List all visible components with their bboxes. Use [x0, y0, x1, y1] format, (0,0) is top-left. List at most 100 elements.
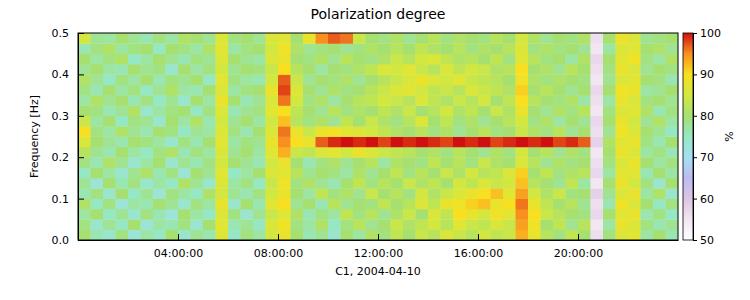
heat-cell — [491, 33, 504, 44]
heat-cell — [228, 74, 241, 85]
heat-cell — [378, 95, 391, 106]
tick-mark — [78, 116, 84, 117]
tick: 12:00:00 — [354, 234, 403, 260]
tick: 100 — [693, 27, 721, 40]
heat-cell — [91, 85, 104, 96]
heat-cell — [241, 54, 254, 65]
heat-cell — [103, 219, 116, 230]
heat-cell — [503, 116, 516, 127]
heat-cell — [428, 126, 441, 137]
heat-cell — [241, 147, 254, 158]
heat-cell — [328, 116, 341, 127]
heat-cell — [528, 178, 541, 189]
heat-cell — [153, 147, 166, 158]
tick-mark — [78, 240, 84, 241]
heat-cell — [528, 209, 541, 220]
heat-cell — [291, 199, 304, 210]
heat-cell — [78, 64, 91, 75]
heat-cell — [666, 230, 679, 240]
heat-cell — [391, 219, 404, 230]
heat-cell — [91, 219, 104, 230]
heat-cell — [328, 64, 341, 75]
heat-cell — [541, 33, 554, 44]
heat-cell — [166, 64, 179, 75]
heat-cell — [403, 64, 416, 75]
heat-cell — [403, 209, 416, 220]
heat-cell — [616, 209, 629, 220]
heat-cell — [416, 137, 429, 148]
heat-cell — [191, 43, 204, 54]
heat-cell — [316, 230, 329, 240]
heat-cell — [516, 95, 529, 106]
heat-cell — [653, 85, 666, 96]
heat-cell — [578, 64, 591, 75]
heat-cell — [578, 178, 591, 189]
heat-cell — [216, 209, 229, 220]
heat-cell — [466, 209, 479, 220]
heat-cell — [253, 168, 266, 179]
tick-label: 12:00:00 — [354, 247, 403, 260]
heat-cell — [103, 209, 116, 220]
heat-cell — [453, 178, 466, 189]
heat-cell — [628, 74, 641, 85]
heat-cell — [603, 147, 616, 158]
heat-cell — [591, 230, 604, 240]
x-axis: 04:00:0008:00:0012:00:0016:00:0020:00:00 — [79, 234, 679, 260]
heat-cell — [103, 105, 116, 116]
heat-cell — [178, 137, 191, 148]
heat-cell — [91, 230, 104, 240]
heat-cell — [603, 199, 616, 210]
heat-cell — [378, 137, 391, 148]
heat-cell — [603, 157, 616, 168]
heat-cell — [341, 85, 354, 96]
heat-cell — [478, 157, 491, 168]
heat-cell — [228, 188, 241, 199]
heat-cell — [478, 209, 491, 220]
heat-cell — [416, 230, 429, 240]
heat-cell — [566, 43, 579, 54]
tick: 90 — [693, 68, 714, 81]
heat-cell — [91, 74, 104, 85]
heat-cell — [253, 54, 266, 65]
heat-cell — [416, 188, 429, 199]
tick-label: 0.1 — [52, 193, 70, 206]
heat-cell — [353, 219, 366, 230]
heat-cell — [503, 230, 516, 240]
heat-cell — [516, 219, 529, 230]
heat-cell — [666, 95, 679, 106]
tick: 04:00:00 — [154, 234, 203, 260]
heat-cell — [503, 43, 516, 54]
heat-cell — [203, 178, 216, 189]
heat-cell — [428, 147, 441, 158]
heat-cell — [403, 188, 416, 199]
heat-cell — [478, 178, 491, 189]
heat-cell — [141, 147, 154, 158]
heat-cell — [591, 209, 604, 220]
heat-cell — [316, 74, 329, 85]
heat-cell — [316, 178, 329, 189]
heat-cell — [528, 54, 541, 65]
heat-cell — [478, 168, 491, 179]
heat-cell — [316, 116, 329, 127]
tick-mark — [578, 234, 579, 240]
heat-cell — [266, 43, 279, 54]
heat-cell — [666, 85, 679, 96]
heat-cell — [503, 64, 516, 75]
heat-cell — [478, 33, 491, 44]
heat-cell — [366, 74, 379, 85]
tick: 0.4 — [52, 68, 85, 81]
heat-cell — [616, 54, 629, 65]
heat-cell — [203, 126, 216, 137]
heat-cell — [503, 95, 516, 106]
heat-cell — [428, 157, 441, 168]
heat-cell — [191, 188, 204, 199]
heat-cell — [591, 54, 604, 65]
heat-cell — [241, 188, 254, 199]
heat-cell — [603, 43, 616, 54]
heat-cell — [191, 168, 204, 179]
heat-cell — [491, 209, 504, 220]
heat-cell — [453, 126, 466, 137]
heat-cell — [353, 116, 366, 127]
heat-cell — [141, 209, 154, 220]
tick-mark — [278, 234, 279, 240]
